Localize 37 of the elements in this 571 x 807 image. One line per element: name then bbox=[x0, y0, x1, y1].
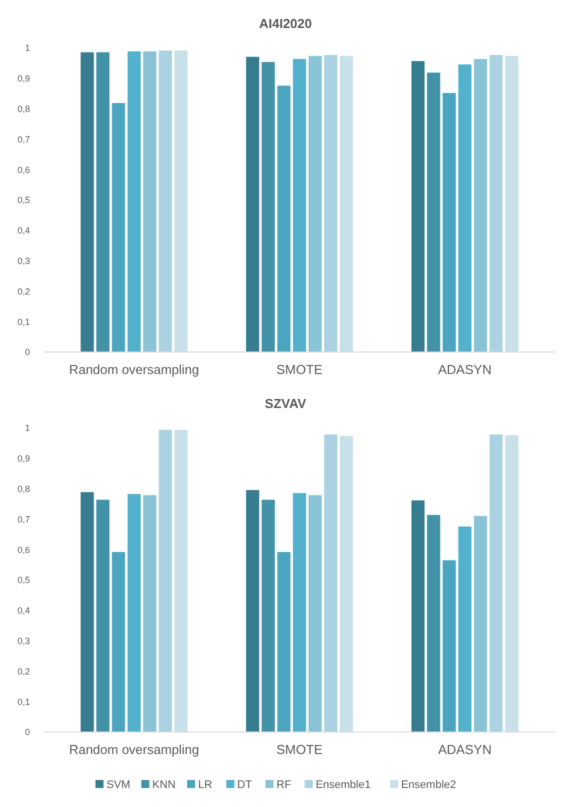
x-tick-label: Random oversampling bbox=[69, 362, 200, 377]
chart-title: AI4I2020 bbox=[259, 16, 312, 31]
y-tick-label: 0,4 bbox=[17, 226, 30, 236]
legend-label: Ensemble1 bbox=[316, 779, 371, 791]
legend-label: DT bbox=[237, 779, 252, 791]
x-tick-label: SMOTE bbox=[276, 362, 323, 377]
legend-label: RF bbox=[276, 779, 292, 791]
x-tick-label: ADASYN bbox=[438, 742, 492, 757]
legend-label: Ensemble2 bbox=[401, 779, 456, 791]
legend-label: SVM bbox=[106, 779, 130, 791]
y-tick-label: 0,7 bbox=[17, 134, 30, 144]
y-tick-label: 0,5 bbox=[17, 575, 30, 586]
y-tick-label: 0,7 bbox=[17, 514, 30, 524]
y-tick-label: 0 bbox=[24, 727, 30, 738]
y-tick-label: 0,9 bbox=[17, 74, 30, 84]
y-tick-label: 0,8 bbox=[17, 104, 30, 114]
y-tick-label: 0,2 bbox=[17, 666, 30, 676]
y-tick-label: 0,4 bbox=[17, 606, 30, 616]
y-tick-label: 0,3 bbox=[17, 636, 30, 646]
y-tick-label: 0,2 bbox=[17, 286, 30, 296]
y-tick-label: 1 bbox=[24, 423, 30, 434]
y-tick-label: 1 bbox=[24, 43, 30, 54]
x-tick-label: SMOTE bbox=[276, 742, 323, 757]
y-tick-label: 0,6 bbox=[17, 544, 30, 555]
x-tick-label: Random oversampling bbox=[69, 742, 200, 757]
legend-label: LR bbox=[198, 779, 212, 791]
y-tick-label: 0,1 bbox=[17, 316, 30, 327]
y-tick-label: 0,6 bbox=[17, 164, 30, 175]
chart-title: SZVAV bbox=[264, 396, 307, 411]
x-tick-label: ADASYN bbox=[438, 362, 492, 377]
legend-label: KNN bbox=[152, 779, 176, 791]
y-tick-label: 0,5 bbox=[17, 195, 30, 206]
y-tick-label: 0,3 bbox=[17, 256, 30, 266]
y-tick-label: 0 bbox=[24, 347, 30, 358]
y-tick-label: 0,8 bbox=[17, 484, 30, 494]
y-tick-label: 0,9 bbox=[17, 454, 30, 464]
y-tick-label: 0,1 bbox=[17, 696, 30, 707]
